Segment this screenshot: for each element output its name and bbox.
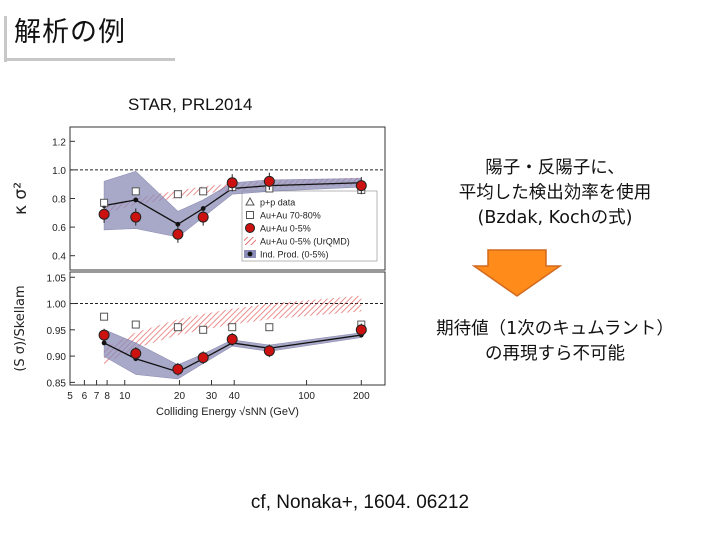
y-tick-label: 0.85 bbox=[47, 378, 67, 389]
peripheral-point bbox=[265, 323, 274, 332]
legend-square-icon bbox=[246, 211, 254, 219]
central-point bbox=[226, 177, 238, 189]
x-tick-label: 100 bbox=[298, 391, 315, 402]
central-point bbox=[226, 333, 238, 345]
peripheral-point bbox=[228, 323, 237, 332]
peripheral-point bbox=[100, 312, 109, 321]
y-tick-label: 1.00 bbox=[47, 300, 67, 311]
y-tick-label: 0.8 bbox=[52, 195, 66, 206]
note-efficiency-line: 平均した検出効率を使用 bbox=[458, 183, 652, 203]
x-tick-label: 5 bbox=[67, 391, 73, 402]
central-point bbox=[355, 324, 367, 336]
central-point bbox=[98, 329, 110, 341]
legend-hatch-icon bbox=[244, 237, 256, 245]
note-expectation-line: の再現すら不可能 bbox=[485, 344, 625, 364]
legend-entry: Ind. Prod. (0-5%) bbox=[260, 250, 329, 260]
legend-entry: p+p data bbox=[260, 198, 295, 208]
ind-prod-point bbox=[133, 197, 139, 203]
peripheral-point bbox=[173, 323, 182, 332]
down-arrow-icon bbox=[472, 249, 562, 297]
title-rule-vertical bbox=[4, 16, 7, 62]
peripheral-point bbox=[199, 187, 208, 196]
x-tick-label: 40 bbox=[229, 391, 241, 402]
x-tick-label: 10 bbox=[119, 391, 131, 402]
legend-entry: Au+Au 70-80% bbox=[260, 211, 321, 221]
peripheral-point bbox=[131, 320, 140, 329]
title-rule-horizontal bbox=[4, 58, 175, 61]
y-tick-label: 0.4 bbox=[52, 252, 66, 263]
y-tick-label: 1.2 bbox=[52, 137, 66, 148]
central-point bbox=[263, 345, 275, 357]
y-axis-label: κ σ² bbox=[11, 182, 31, 215]
central-point bbox=[98, 208, 110, 220]
star-figure: 1.2 1.0 0.8 0.6 0.4 κ σ² 1.05 1.00 0.95 0.90 0.85 (… bbox=[0, 122, 400, 436]
central-point bbox=[263, 175, 275, 187]
x-tick-label: 8 bbox=[104, 391, 110, 402]
reference-label: STAR, PRL2014 bbox=[128, 95, 253, 114]
y-tick-label: 0.90 bbox=[47, 352, 67, 363]
y-tick-label: 1.05 bbox=[47, 273, 67, 284]
peripheral-point bbox=[131, 187, 140, 196]
citation: cf, Nonaka+, 1604. 06212 bbox=[250, 492, 470, 513]
central-point bbox=[197, 352, 209, 364]
y-axis-label: (S σ)/Skellam bbox=[13, 285, 28, 371]
note-expectation-line: 期待値（1次のキュムラント） bbox=[436, 319, 674, 339]
star-figure-svg: 1.2 1.0 0.8 0.6 0.4 κ σ² 1.05 1.00 0.95 0.90 0.85 (… bbox=[11, 126, 386, 418]
note-expectation: 期待値（1次のキュムラント） の再現すら不可能 bbox=[410, 317, 700, 367]
peripheral-point bbox=[100, 198, 109, 207]
legend-entry: Au+Au 0-5% (UrQMD) bbox=[260, 237, 350, 247]
x-tick-label: 30 bbox=[206, 391, 218, 402]
x-tick-label: 6 bbox=[82, 391, 88, 402]
plot-frame bbox=[69, 271, 386, 386]
legend-box bbox=[241, 190, 378, 262]
x-tick-label: 200 bbox=[353, 391, 370, 402]
y-tick-label: 1.0 bbox=[52, 166, 66, 177]
legend-entry: Au+Au 0-5% bbox=[260, 224, 311, 234]
x-tick-label: 20 bbox=[174, 391, 186, 402]
note-efficiency: 陽子・反陽子に、 平均した検出効率を使用 (Bzdak, Kochの式) bbox=[410, 156, 700, 231]
x-axis-label: Colliding Energy √sNN (GeV) bbox=[156, 406, 299, 418]
central-point bbox=[130, 211, 142, 223]
legend-triangle-icon bbox=[245, 196, 255, 206]
legend-circle-icon bbox=[245, 223, 255, 233]
y-tick-label: 0.6 bbox=[52, 223, 66, 234]
peripheral-point bbox=[199, 325, 208, 334]
urqmd-band bbox=[104, 295, 362, 364]
central-point bbox=[197, 211, 209, 223]
slide-title: 解析の例 bbox=[14, 17, 126, 48]
legend-dot-icon bbox=[247, 251, 253, 257]
y-tick-label: 0.95 bbox=[47, 326, 67, 337]
note-efficiency-line: 陽子・反陽子に、 bbox=[485, 158, 625, 178]
x-tick-label: 7 bbox=[94, 391, 100, 402]
ind-prod-point bbox=[175, 221, 181, 227]
note-efficiency-line: (Bzdak, Kochの式) bbox=[477, 208, 633, 228]
central-point bbox=[355, 180, 367, 192]
ind-prod-point bbox=[101, 340, 107, 346]
central-point bbox=[172, 228, 184, 240]
peripheral-point bbox=[173, 190, 182, 199]
central-point bbox=[130, 347, 142, 359]
central-point bbox=[172, 363, 184, 375]
